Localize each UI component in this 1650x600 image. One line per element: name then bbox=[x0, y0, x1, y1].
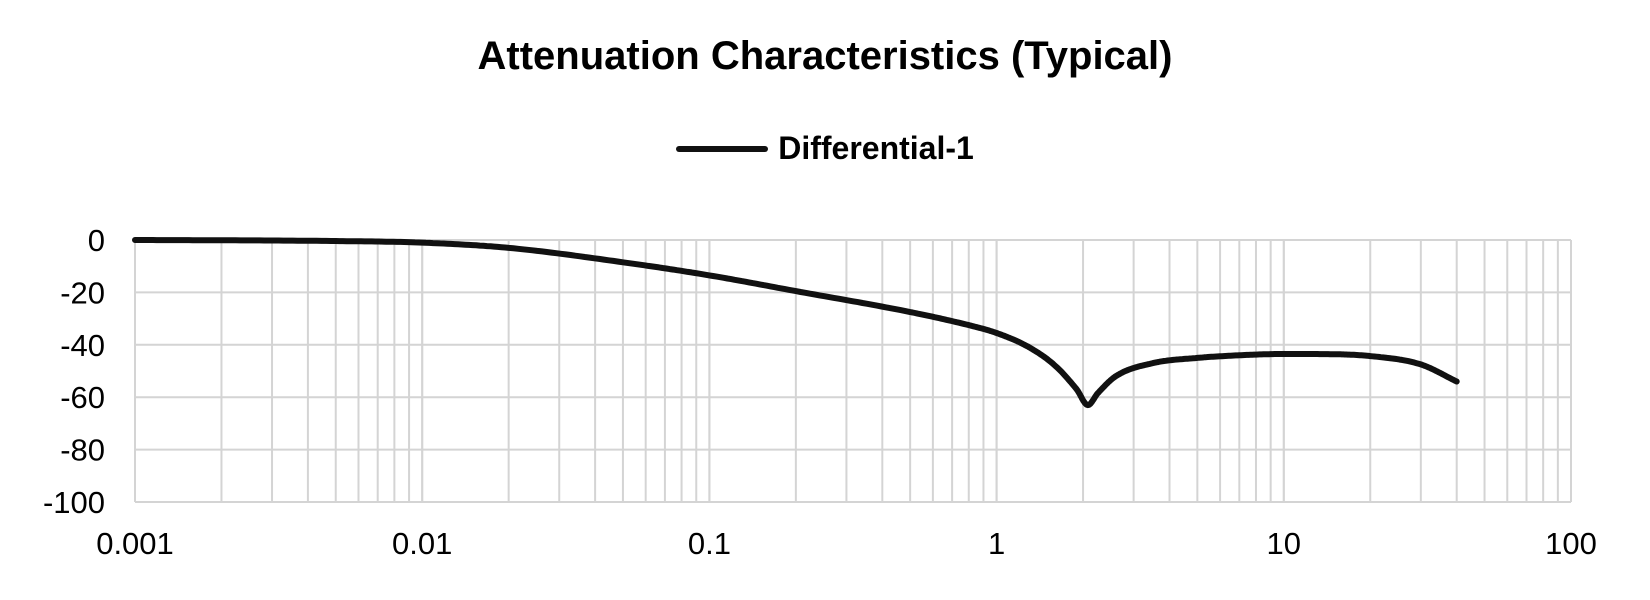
y-tick-label: -80 bbox=[60, 433, 105, 468]
y-tick-label: -100 bbox=[43, 485, 105, 520]
x-tick-label: 0.001 bbox=[96, 526, 174, 561]
y-tick-label: -40 bbox=[60, 328, 105, 363]
chart-title: Attenuation Characteristics (Typical) bbox=[477, 34, 1173, 78]
series-line-differential-1 bbox=[132, 237, 1460, 409]
y-tick-label: -20 bbox=[60, 275, 105, 310]
legend-swatch bbox=[676, 145, 769, 152]
y-tick-label: -60 bbox=[60, 380, 105, 415]
x-tick-label: 0.01 bbox=[392, 526, 452, 561]
legend-label: Differential-1 bbox=[778, 130, 974, 166]
legend: Differential-1 bbox=[0, 130, 1650, 167]
x-tick-label: 10 bbox=[1267, 526, 1301, 561]
x-tick-label: 0.1 bbox=[688, 526, 731, 561]
x-tick-label: 100 bbox=[1545, 526, 1597, 561]
y-tick-label: 0 bbox=[88, 223, 105, 258]
x-tick-label: 1 bbox=[988, 526, 1005, 561]
